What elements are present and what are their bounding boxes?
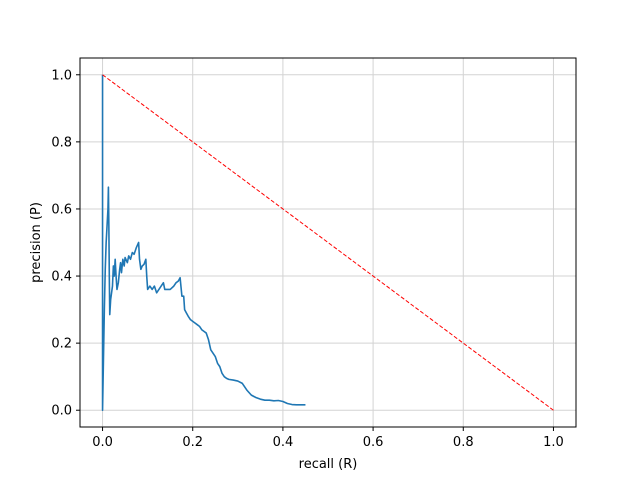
x-tick-label: 0.0 bbox=[92, 435, 113, 450]
x-tick-label: 0.8 bbox=[453, 435, 474, 450]
pr-curve-line bbox=[101, 74, 306, 412]
x-tick-label: 1.0 bbox=[543, 435, 564, 450]
axes-frame bbox=[79, 57, 577, 428]
y-tick-label: 0.4 bbox=[51, 270, 72, 285]
x-tick-label: 0.2 bbox=[182, 435, 203, 450]
y-tick-label: 0.0 bbox=[51, 404, 72, 419]
y-axis-label: precision (P) bbox=[29, 202, 44, 283]
y-tick-label: 0.2 bbox=[51, 337, 72, 352]
x-axis-label: recall (R) bbox=[299, 457, 358, 472]
reference-line bbox=[102, 74, 554, 411]
grid bbox=[80, 58, 576, 427]
y-tick-label: 1.0 bbox=[51, 68, 72, 83]
x-tick-label: 0.6 bbox=[363, 435, 384, 450]
y-tick-label: 0.8 bbox=[51, 135, 72, 150]
y-tick-label: 0.6 bbox=[51, 202, 72, 217]
ticks: 0.0 0.2 0.4 0.6 0.8 1.0 0.0 0.2 0.4 0.6 0.8 1.0 bbox=[51, 68, 563, 450]
x-tick-label: 0.4 bbox=[273, 435, 294, 450]
series-layer bbox=[101, 74, 554, 412]
